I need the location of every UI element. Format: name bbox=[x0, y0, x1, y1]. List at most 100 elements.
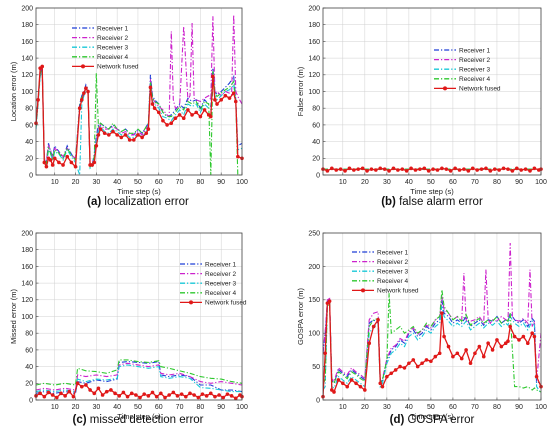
series-marker bbox=[198, 114, 203, 119]
x-tick-label: 20 bbox=[361, 404, 369, 411]
series-marker bbox=[418, 167, 422, 171]
series-marker bbox=[98, 127, 103, 131]
series-marker bbox=[67, 389, 72, 394]
x-tick-label: 20 bbox=[361, 179, 369, 186]
chart-panel-1: 10 20 30 40 50 60 70 80 90 100 0 20 40 60 80 100 120 140 1… bbox=[9, 5, 248, 208]
legend: Receiver 1 Receiver 2 Receiver 3 Receiver 4… bbox=[352, 249, 419, 295]
series-marker bbox=[387, 169, 391, 173]
chart-panel-2: 10 20 30 40 50 60 70 80 90 100 0 20 40 60 80 100 120 140 1… bbox=[296, 5, 547, 208]
series-marker bbox=[196, 395, 201, 400]
legend-label-5: Network fused bbox=[205, 300, 247, 307]
series-marker bbox=[169, 121, 174, 126]
series-marker bbox=[75, 381, 80, 386]
x-tick-label: 10 bbox=[51, 179, 59, 186]
series-marker bbox=[345, 384, 350, 389]
y-tick-label: 0 bbox=[316, 397, 320, 404]
x-tick-label: 10 bbox=[339, 179, 347, 186]
series-marker bbox=[111, 129, 115, 134]
x-tick-label: 50 bbox=[427, 404, 435, 411]
y-tick-label: 140 bbox=[21, 281, 33, 288]
y-tick-label: 200 bbox=[308, 264, 320, 271]
series-marker bbox=[330, 166, 334, 171]
series-marker bbox=[528, 169, 532, 173]
series-marker bbox=[481, 354, 486, 359]
legend-label-3: Receiver 3 bbox=[205, 281, 236, 288]
series-marker bbox=[208, 391, 213, 396]
series-marker bbox=[71, 394, 76, 399]
x-tick-label: 50 bbox=[134, 404, 142, 411]
series-marker bbox=[341, 381, 345, 386]
series-marker bbox=[506, 339, 510, 344]
panel-caption: (b) false alarm error bbox=[381, 196, 483, 208]
series-marker bbox=[404, 169, 409, 173]
x-tick-label: 60 bbox=[449, 179, 457, 186]
series-marker bbox=[171, 390, 176, 395]
series-marker bbox=[134, 393, 138, 397]
series-marker bbox=[499, 344, 504, 349]
x-tick-label: 60 bbox=[155, 404, 163, 411]
chart-panel-4: 10 20 30 40 50 60 70 80 90 100 0 50 100 150 200 250 Time… bbox=[296, 230, 547, 426]
series-marker bbox=[479, 167, 484, 171]
y-tick-label: 140 bbox=[21, 56, 33, 63]
series-marker bbox=[523, 167, 528, 171]
series-marker bbox=[144, 131, 149, 136]
series-marker bbox=[123, 133, 128, 137]
series-marker bbox=[96, 386, 101, 391]
y-tick-label: 160 bbox=[21, 264, 33, 271]
series-marker bbox=[215, 102, 219, 106]
series-marker bbox=[338, 167, 343, 171]
y-tick-label: 100 bbox=[21, 89, 33, 96]
series-marker bbox=[175, 394, 180, 398]
series-marker bbox=[354, 381, 358, 386]
series-marker bbox=[159, 391, 163, 396]
series-marker bbox=[165, 123, 169, 127]
series-marker bbox=[61, 163, 65, 167]
series-marker bbox=[50, 393, 55, 397]
series-marker bbox=[347, 166, 352, 171]
series-marker bbox=[466, 169, 471, 173]
y-axis-label: False error (m) bbox=[296, 66, 305, 116]
series-line-3 bbox=[36, 364, 242, 393]
x-tick-label: 90 bbox=[217, 404, 225, 411]
series-marker bbox=[202, 108, 207, 112]
series-marker bbox=[512, 334, 517, 339]
series-marker bbox=[57, 160, 61, 165]
series-marker bbox=[200, 392, 205, 396]
series-marker bbox=[519, 168, 523, 172]
series-marker bbox=[184, 394, 188, 399]
series-marker bbox=[163, 395, 167, 400]
series-marker bbox=[150, 390, 155, 395]
legend-label-3: Receiver 3 bbox=[97, 45, 128, 52]
series-marker bbox=[437, 351, 442, 356]
chart-panel-3: 10 20 30 40 50 60 70 80 90 100 0 20 40 60 80 100 120 140 1… bbox=[9, 230, 248, 426]
series-marker bbox=[358, 384, 363, 389]
legend-label-5: Network fused bbox=[459, 86, 501, 93]
series-marker bbox=[48, 158, 53, 162]
series-marker bbox=[475, 168, 479, 172]
series-marker bbox=[490, 348, 495, 352]
series-marker bbox=[84, 383, 88, 387]
y-tick-label: 100 bbox=[308, 89, 320, 96]
legend-marker bbox=[189, 300, 193, 305]
series-marker bbox=[38, 391, 42, 396]
series-marker bbox=[453, 166, 457, 171]
series-line-4 bbox=[323, 289, 541, 393]
x-tick-label: 40 bbox=[405, 179, 413, 186]
series-marker bbox=[107, 133, 111, 137]
x-tick-label: 100 bbox=[236, 179, 248, 186]
x-tick-label: 40 bbox=[113, 179, 121, 186]
x-tick-label: 40 bbox=[405, 404, 413, 411]
series-marker bbox=[473, 351, 477, 356]
series-marker bbox=[177, 113, 182, 117]
x-tick-label: 70 bbox=[176, 179, 184, 186]
legend-label-5: Network fused bbox=[377, 288, 419, 295]
series-marker bbox=[334, 168, 339, 172]
series-marker bbox=[389, 371, 394, 376]
caption-label: (d) bbox=[390, 414, 405, 426]
series-marker bbox=[534, 374, 539, 379]
series-marker bbox=[327, 299, 332, 303]
series-marker bbox=[374, 168, 378, 172]
series-marker bbox=[148, 85, 153, 90]
series-marker bbox=[532, 334, 537, 339]
